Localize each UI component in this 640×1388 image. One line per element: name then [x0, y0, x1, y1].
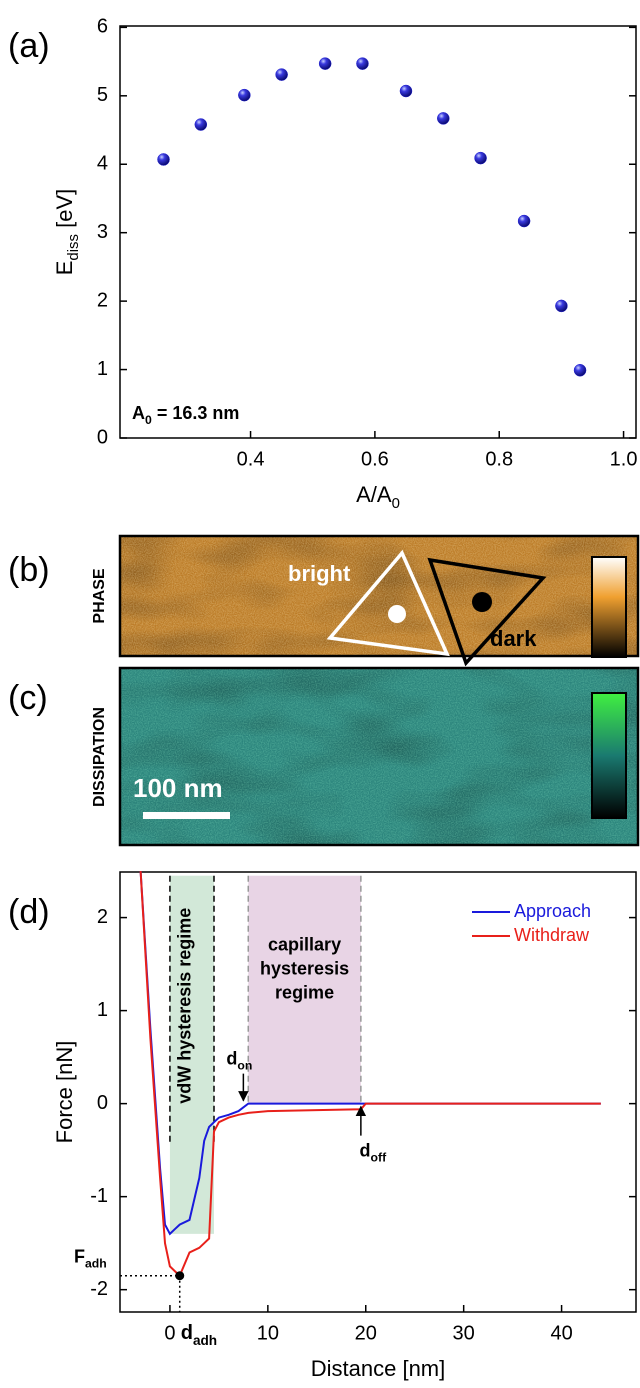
annotation-part: d	[226, 1048, 237, 1068]
x-tick-label: 10	[257, 1322, 279, 1344]
y-axis-title: Force [nN]	[52, 1041, 77, 1144]
y-tick-label: 0	[97, 1092, 108, 1114]
dark-dot	[472, 592, 492, 612]
y-tick-label: 1	[97, 358, 108, 380]
y-tick-label: 5	[97, 84, 108, 106]
annotation-part: d	[360, 1140, 371, 1160]
data-point	[517, 214, 531, 228]
regime-label-line: capillary	[268, 934, 341, 954]
panel-label: (d)	[8, 893, 50, 931]
annotation-part: F	[74, 1246, 85, 1266]
image-frame	[118, 666, 640, 847]
annotation-part: = 16.3 nm	[152, 403, 240, 423]
annotation-part: on	[237, 1059, 252, 1073]
annotation: dadh	[181, 1322, 217, 1348]
panel-label: (c)	[8, 679, 48, 717]
data-point	[157, 153, 170, 166]
image-label: DISSIPATION	[91, 707, 108, 807]
x-axis-title: A/A0	[356, 482, 400, 513]
image-label: PHASE	[91, 568, 108, 623]
y-axis-title-part: diss	[65, 234, 82, 261]
colorbar	[591, 556, 627, 658]
x-tick-label: 30	[453, 1322, 475, 1344]
regime-label: vdW hysteresis regime	[175, 908, 195, 1104]
y-tick-label: 6	[97, 16, 108, 38]
annotation: don	[226, 1048, 252, 1072]
x-tick-label: 0.8	[485, 448, 513, 470]
x-tick-label: 0	[164, 1322, 175, 1344]
legend-label: Withdraw	[514, 925, 590, 945]
data-point	[194, 118, 208, 131]
regime-label-line: regime	[275, 982, 334, 1002]
panel-label: (a)	[8, 27, 50, 65]
x-axis-title-part: 0	[392, 495, 400, 512]
y-tick-label: 1	[97, 999, 108, 1021]
annotation: Fadh	[74, 1246, 107, 1270]
data-point	[573, 363, 587, 377]
y-tick-label: 2	[97, 906, 108, 928]
x-tick-label: 1.0	[610, 448, 638, 470]
data-point	[474, 151, 487, 165]
data-point	[356, 57, 369, 70]
plot-frame	[119, 25, 637, 439]
phase-noise	[120, 536, 638, 656]
y-axis-title: Ediss [eV]	[52, 189, 83, 276]
scale-bar	[143, 812, 230, 819]
data-line	[139, 871, 601, 1278]
annotation: doff	[360, 1140, 388, 1164]
annotation: dark	[490, 626, 537, 651]
annotation-part: adh	[193, 1333, 217, 1348]
bright-dot	[388, 605, 406, 623]
legend-label: Approach	[514, 901, 591, 921]
annotation-part: d	[181, 1322, 193, 1344]
x-tick-label: 0.6	[361, 448, 389, 470]
data-point	[318, 57, 332, 70]
regime-region	[169, 875, 214, 1234]
y-tick-label: 4	[97, 153, 108, 175]
image-frame	[118, 534, 640, 658]
bright-triangle	[326, 549, 450, 657]
y-tick-label: -2	[90, 1278, 108, 1300]
annotation-part: 0	[145, 413, 152, 427]
panel-label: (b)	[8, 551, 50, 589]
x-tick-label: 20	[355, 1322, 377, 1344]
regime-label-line: hysteresis	[260, 958, 349, 978]
y-tick-label: 3	[97, 221, 108, 243]
regime-region	[248, 875, 361, 1104]
colorbar	[591, 692, 627, 819]
x-tick-label: 0.4	[237, 448, 265, 470]
data-point	[437, 112, 450, 125]
annotation-part: adh	[85, 1257, 107, 1271]
y-axis-title-part: E	[52, 261, 77, 276]
regime-label: capillary hysteresis regime	[260, 934, 349, 1002]
annotation: A0 = 16.3 nm	[132, 403, 239, 427]
annotation: bright	[288, 561, 351, 586]
annotation-part: off	[371, 1151, 388, 1165]
x-axis-title: Distance [nm]	[311, 1356, 446, 1381]
adhesion-point	[175, 1271, 185, 1281]
dark-triangle	[427, 557, 547, 667]
y-tick-label: 2	[97, 289, 108, 311]
annotation-part: A	[132, 403, 145, 423]
y-axis-title-part: [eV]	[52, 189, 77, 234]
scale-bar-label: 100 nm	[133, 773, 223, 803]
data-point	[399, 84, 413, 98]
y-tick-label: -1	[90, 1185, 108, 1207]
y-tick-label: 0	[97, 426, 108, 448]
x-axis-title-part: A/A	[356, 482, 392, 507]
x-tick-label: 40	[550, 1322, 572, 1344]
data-point	[238, 88, 251, 102]
data-point	[555, 299, 568, 313]
data-point	[275, 68, 288, 81]
plot-frame	[119, 871, 637, 1313]
